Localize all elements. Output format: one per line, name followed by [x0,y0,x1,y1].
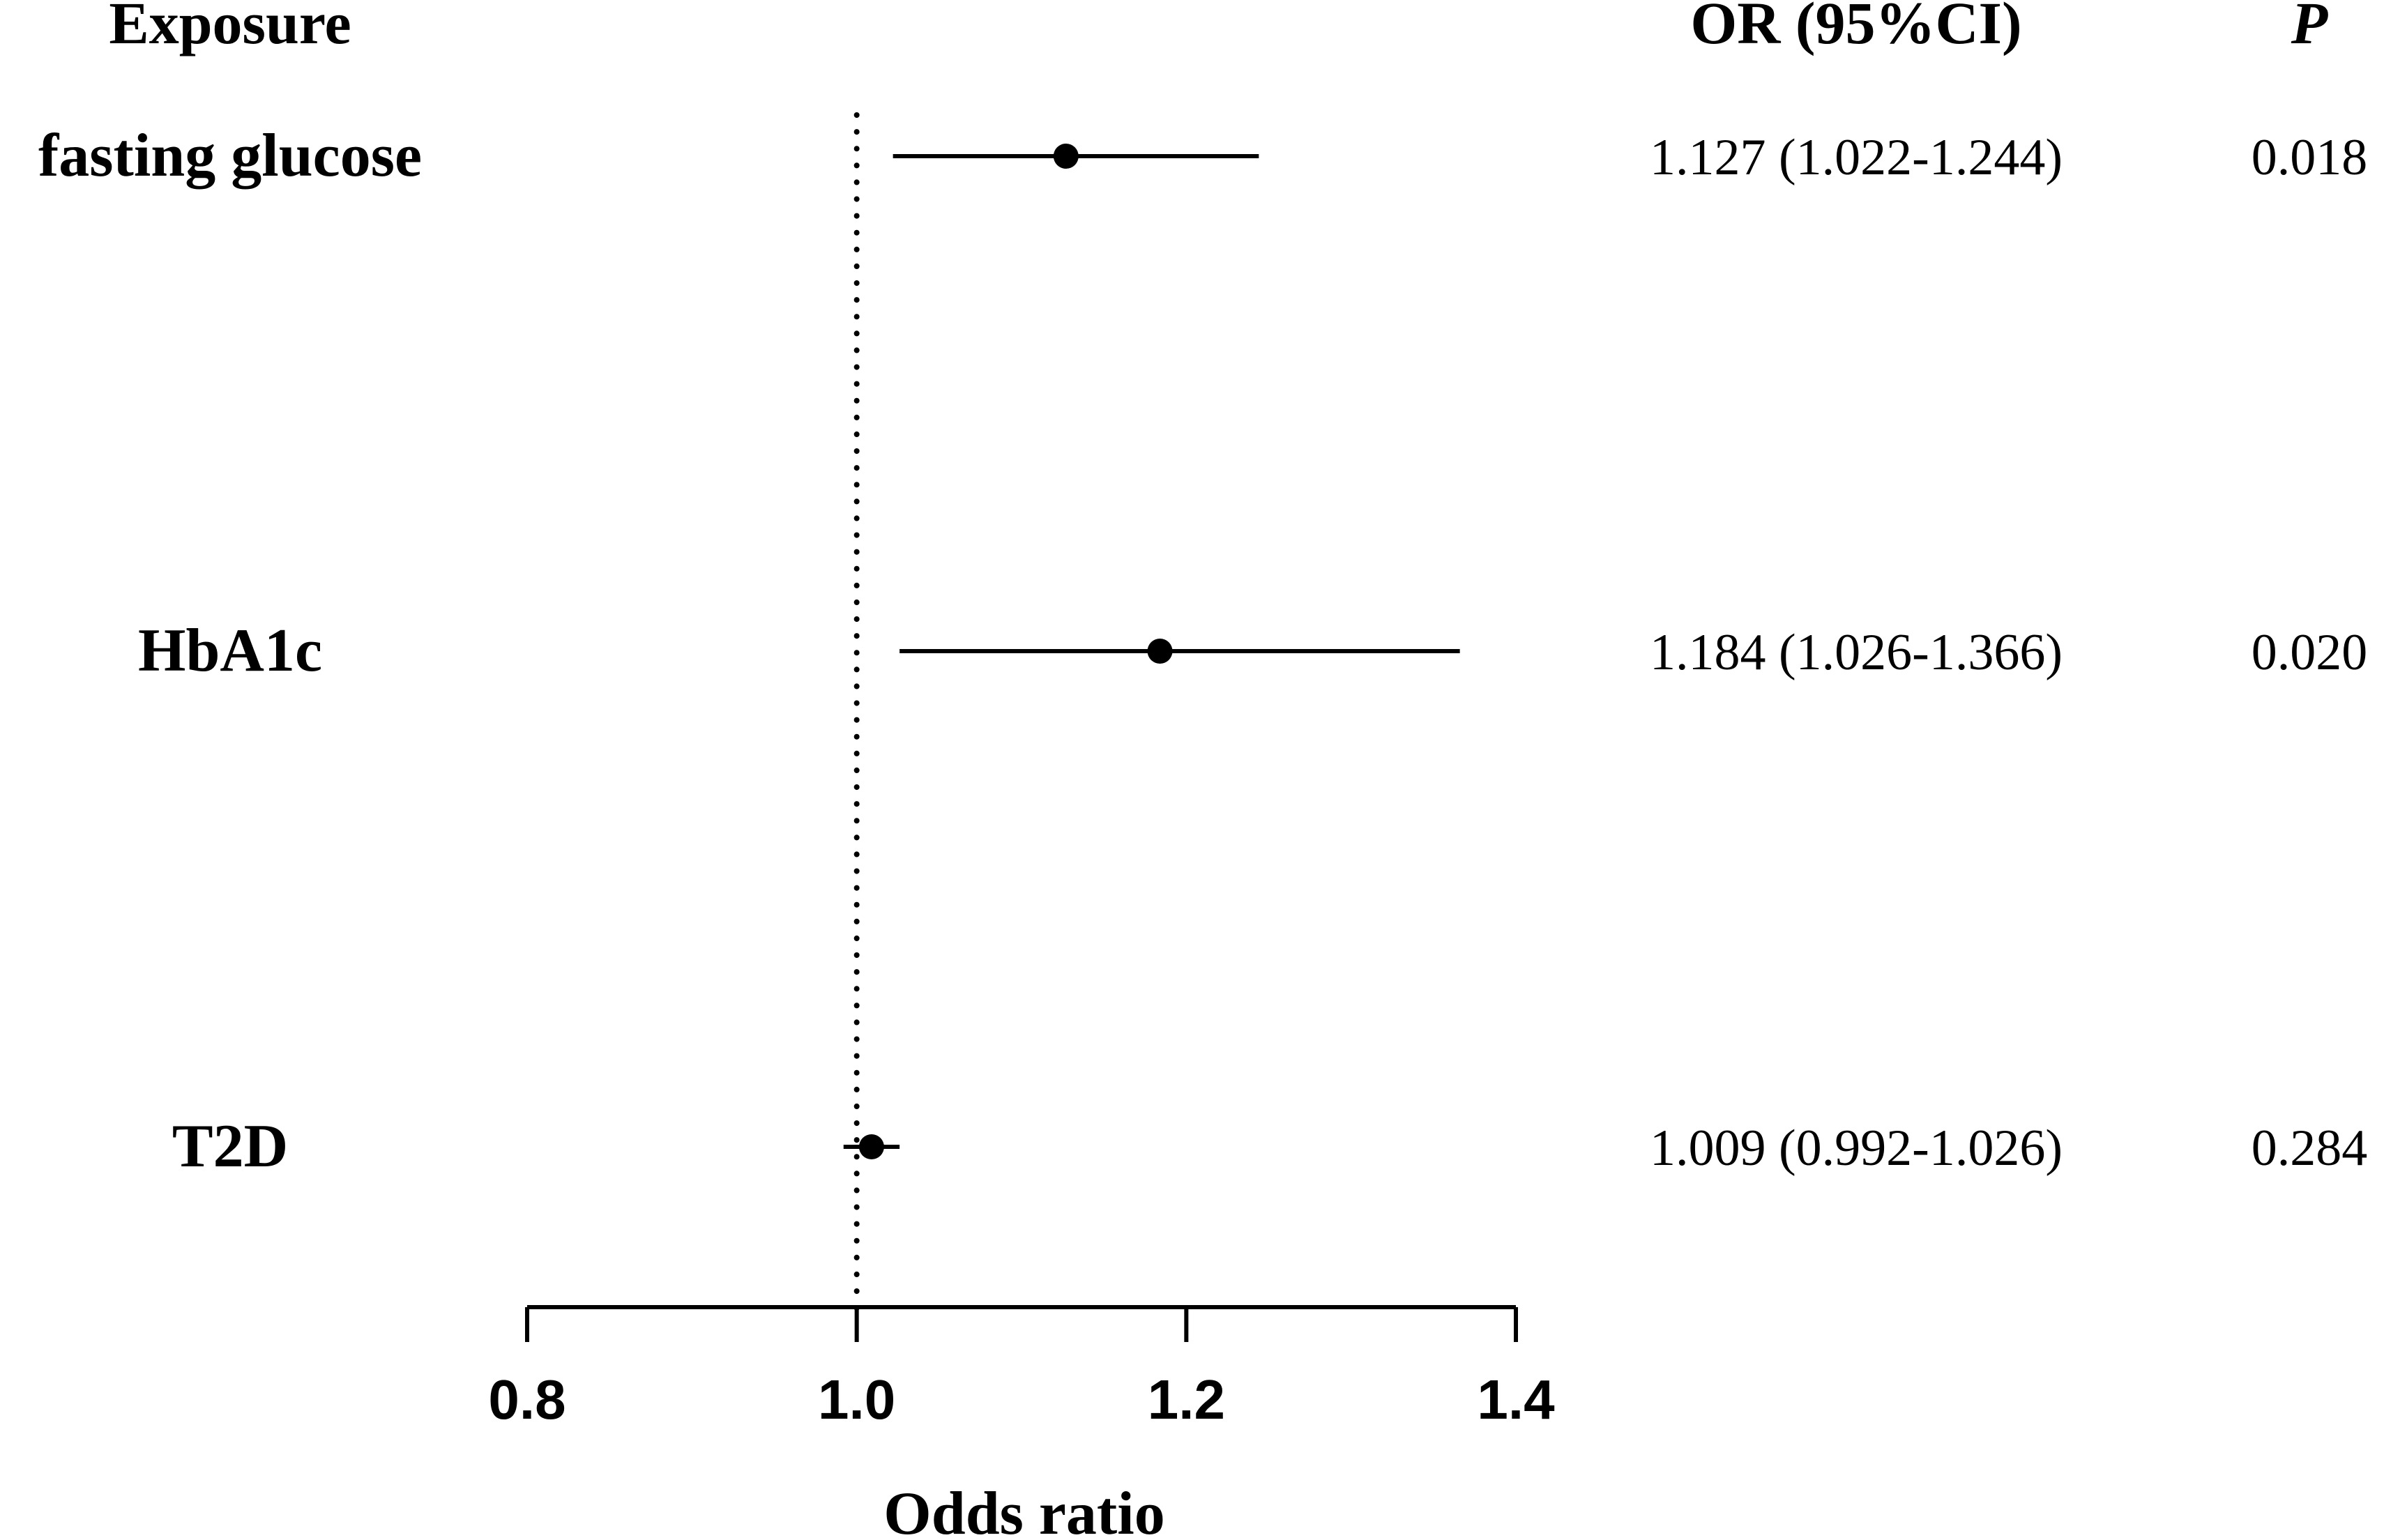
x-tick-label: 1.0 [818,1369,895,1431]
point-estimate [858,1134,884,1159]
header-exposure: Exposure [109,0,351,56]
row-or-ci: 1.184 (1.026-1.366) [1650,624,2063,681]
x-tick-label: 1.2 [1148,1369,1225,1431]
x-axis-title: Odds ratio [883,1480,1164,1540]
row-p-value: 0.018 [2252,129,2368,186]
row-p-value: 0.284 [2252,1120,2368,1177]
point-estimate [1053,144,1079,169]
header-or-ci: OR (95%CI) [1690,0,2021,56]
x-axis: 0.8 1.0 1.2 1.4 [488,1305,1555,1431]
point-estimate [1147,639,1173,664]
header-row: Exposure OR (95%CI) P [109,0,2328,56]
row-label: fasting glucose [38,122,422,190]
row-or-ci: 1.009 (0.992-1.026) [1650,1120,2063,1177]
row-p-value: 0.020 [2252,624,2368,681]
row-labels: fasting glucose 1.127 (1.022-1.244) 0.018 H… [38,122,2367,1180]
x-tick-label: 0.8 [488,1369,565,1431]
row-label: T2D [172,1113,288,1180]
row-label: HbA1c [138,617,322,685]
row-or-ci: 1.127 (1.022-1.244) [1650,129,2063,186]
x-tick-label: 1.4 [1477,1369,1555,1431]
plot-area [843,112,1460,1313]
header-p: P [2291,0,2329,56]
